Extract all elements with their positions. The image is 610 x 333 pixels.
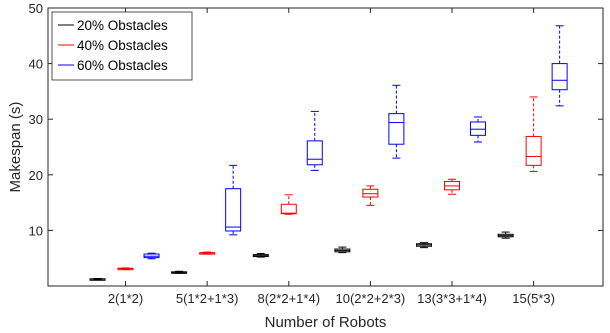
plot-area-frame xyxy=(47,7,604,287)
iqr-box xyxy=(225,188,242,232)
y-tick-label: 10 xyxy=(29,223,43,238)
x-tick-label: 10(2*2+2*3) xyxy=(336,291,406,306)
box-60-obstacles-0 xyxy=(143,252,160,260)
legend-label-40-obstacles: 40% Obstacles xyxy=(77,38,168,53)
y-tick-label: 50 xyxy=(29,1,43,16)
y-tick-label: 40 xyxy=(29,57,43,72)
x-tick-label: 15(5*3) xyxy=(512,291,555,306)
iqr-box xyxy=(470,121,487,136)
box-40-obstacles-2 xyxy=(280,194,297,215)
box-40-obstacles-4 xyxy=(444,178,461,195)
box-40-obstacles-3 xyxy=(362,185,379,206)
box-40-obstacles-5 xyxy=(525,96,542,172)
y-tick-label: 30 xyxy=(29,112,43,127)
y-axis-title: Makespan (s) xyxy=(7,102,24,193)
iqr-box xyxy=(362,188,379,198)
box-40-obstacles-0 xyxy=(117,267,134,271)
iqr-box xyxy=(280,203,297,215)
iqr-box xyxy=(525,135,542,166)
box-20-obstacles-2 xyxy=(252,252,269,258)
x-tick-label: 5(1*2+1*3) xyxy=(176,291,239,306)
legend-box xyxy=(51,11,193,81)
box-60-obstacles-2 xyxy=(306,110,323,171)
box-60-obstacles-4 xyxy=(470,116,487,143)
legend-label-60-obstacles: 60% Obstacles xyxy=(77,58,168,73)
legend-label-20-obstacles: 20% Obstacles xyxy=(77,18,168,33)
box-20-obstacles-1 xyxy=(171,270,188,274)
x-tick-label: 2(1*2) xyxy=(108,291,143,306)
ticks-layer: 10 20 30 40 50 2(1*2) 5(1*2+1*3) 8(2*2+1*4) 10(2… xyxy=(29,1,603,306)
box-20-obstacles-0 xyxy=(89,277,106,281)
x-tick-label: 13(3*3+1*4) xyxy=(417,291,487,306)
box-60-obstacles-1 xyxy=(225,164,242,236)
boxes-layer xyxy=(89,25,568,281)
x-axis-title: Number of Robots xyxy=(265,314,387,331)
box-60-obstacles-3 xyxy=(388,84,405,159)
x-tick-label: 8(2*2+1*4) xyxy=(258,291,321,306)
iqr-box xyxy=(551,63,568,91)
box-40-obstacles-1 xyxy=(199,251,216,255)
box-20-obstacles-3 xyxy=(334,246,351,254)
iqr-box xyxy=(306,140,323,166)
box-20-obstacles-4 xyxy=(416,242,433,249)
box-60-obstacles-5 xyxy=(551,25,568,107)
box-20-obstacles-5 xyxy=(497,231,514,239)
legend: 20% Obstacles 40% Obstacles 60% Obstacle… xyxy=(51,11,193,81)
y-tick-label: 20 xyxy=(29,168,43,183)
iqr-box xyxy=(388,113,405,145)
